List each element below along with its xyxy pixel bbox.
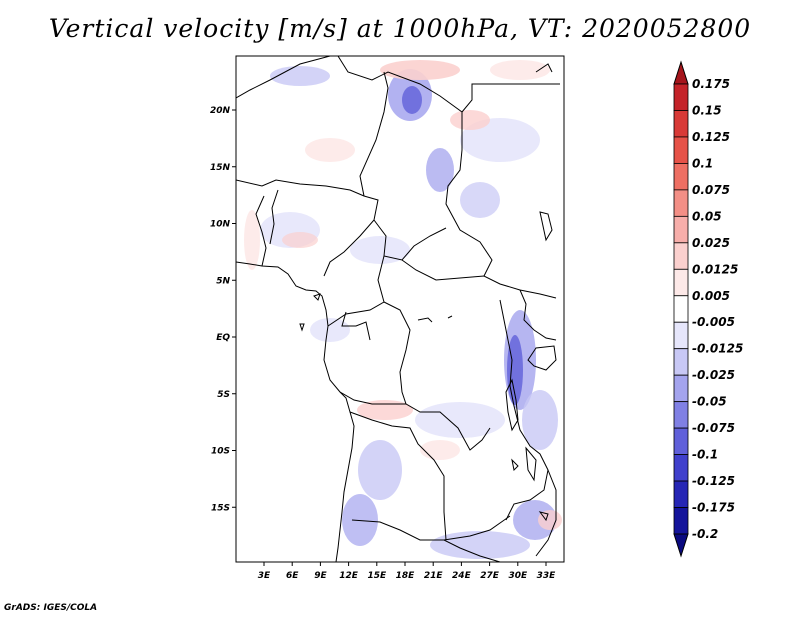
colorbar-segment [673,242,689,270]
colorbar-cap-top [673,60,689,85]
lat-label: 5N [216,276,230,286]
velocity-field [244,60,562,559]
lon-label: 21E [424,571,444,581]
lat-label: EQ [216,333,230,343]
colorbar-label: 0.025 [692,236,730,250]
colorbar-label: -0.2 [692,527,718,541]
colorbar-label: -0.125 [692,474,735,488]
colorbar-label: -0.0125 [692,342,743,356]
lon-label: 24E [452,571,472,581]
colorbar: 0.175 0.15 0.125 0.1 0.075 0.05 0.025 0.0125 0.0… [673,60,743,558]
lat-label: 15N [210,163,231,173]
lat-label: 10S [211,447,230,457]
colorbar-segment [673,401,689,429]
colorbar-segment [673,427,689,455]
colorbar-segment [673,348,689,376]
colorbar-segment [673,454,689,482]
colorbar-label: 0.005 [692,289,730,303]
colorbar-segment [673,480,689,508]
colorbar-label: 0.075 [692,183,730,197]
lon-label: 3E [258,571,271,581]
lon-label: 33E [537,571,557,581]
colorbar-label: 0.05 [692,209,722,223]
colorbar-label: -0.075 [692,421,735,435]
lon-label: 6E [286,571,299,581]
colorbar-label: -0.025 [692,368,735,382]
colorbar-segment [673,163,689,191]
colorbar-label: -0.005 [692,315,735,329]
map-axes: 20N 15N 10N 5N EQ 5S 10S 15S 3E 6E 9E 12E 15E 18E 21E 2… [210,106,556,581]
lon-label: 30E [508,571,528,581]
colorbar-label: -0.1 [692,448,718,462]
lat-label: 5S [217,390,230,400]
colorbar-segment [673,110,689,138]
lon-label: 27E [480,571,500,581]
map-title: Vertical velocity [m/s] at 1000hPa, VT: … [48,14,752,43]
lon-label: 9E [314,571,327,581]
lat-label: 20N [210,106,231,116]
colorbar-label: 0.1 [692,156,713,170]
colorbar-label: 0.175 [692,77,730,91]
colorbar-segment [673,189,689,217]
colorbar-segment [673,507,689,535]
colorbar-segment [673,215,689,244]
colorbar-segment [673,374,689,403]
colorbar-cap-bottom [673,533,689,558]
plot-area [235,55,565,563]
colorbar-segment [673,136,689,164]
colorbar-segment [673,83,689,111]
lat-label: 15S [211,503,230,513]
colorbar-segment [673,321,689,350]
colorbar-segment [673,295,689,323]
colorbar-label: -0.05 [692,395,727,409]
lon-label: 18E [396,571,416,581]
colorbar-label: 0.15 [692,103,722,117]
colorbar-label: -0.175 [692,501,735,515]
map-frame [235,55,565,563]
colorbar-label: 0.125 [692,130,730,144]
lon-label: 12E [339,571,359,581]
credit-text: GrADS: IGES/COLA [4,603,98,613]
colorbar-label: 0.0125 [692,262,738,276]
lon-label: 15E [367,571,387,581]
colorbar-segment [673,268,689,297]
country-borders [236,56,560,562]
lat-label: 10N [210,220,231,230]
